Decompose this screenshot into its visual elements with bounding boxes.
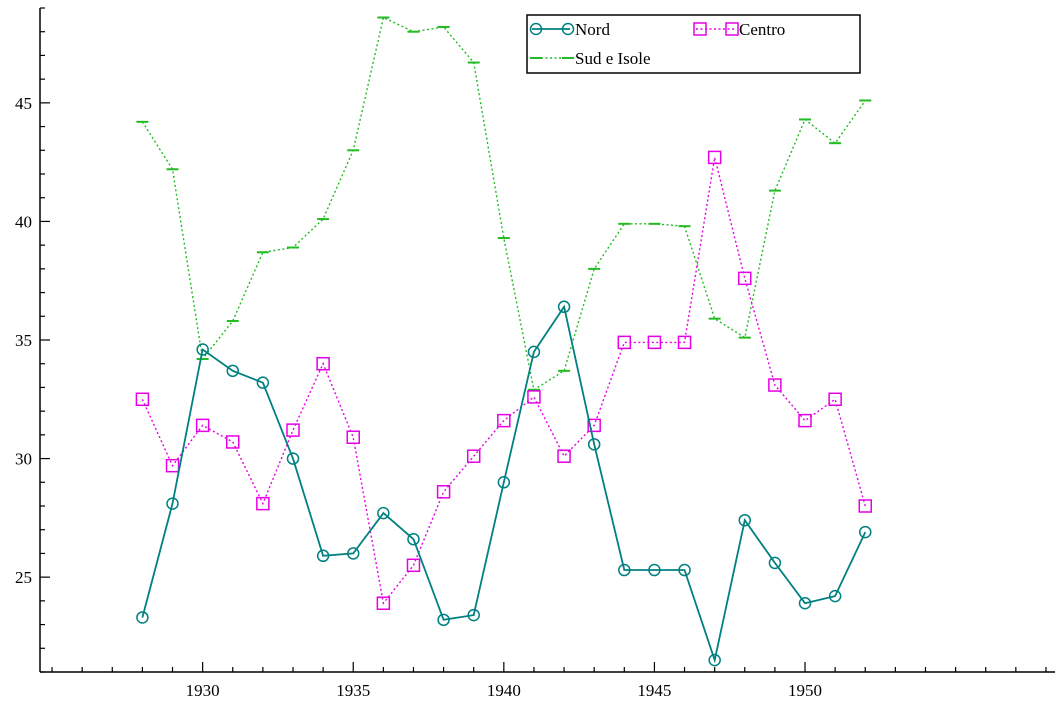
y-tick-label: 45 [15,94,32,113]
data-point-centro [677,335,692,350]
series-line-centro [141,157,866,605]
data-point-centro [165,458,180,473]
x-tick-label: 1950 [788,681,822,700]
data-point-nord [346,547,360,560]
data-point-nord [196,343,209,356]
data-point-centro [557,449,571,463]
data-point-nord [437,613,450,627]
data-point-centro [497,413,511,428]
data-point-nord [859,525,872,539]
data-point-centro [587,418,601,433]
data-point-centro [707,150,722,165]
data-point-nord [316,549,330,563]
legend-item-sud-e-isole: Sud e Isole [530,49,651,68]
series-line-nord [141,304,867,664]
data-point-nord [166,497,179,510]
data-point-nord [587,438,601,451]
legend: Nord Centro Sud e Isole [526,14,861,74]
data-point-nord [738,513,752,527]
data-point-centro [376,596,391,610]
axes [39,8,1055,673]
data-point-centro [768,378,782,392]
data-point-nord [226,364,240,378]
data-point-nord [678,563,691,577]
data-point-centro [406,558,421,573]
x-tick-label: 1945 [637,681,671,700]
data-point-nord [527,345,541,359]
data-point-centro [647,335,662,350]
data-point-centro [256,496,270,511]
data-point-nord [467,608,480,622]
data-point-centro [316,356,330,371]
data-point-centro [738,271,752,286]
data-point-nord [377,506,390,520]
legend-label: Centro [739,20,785,39]
legend-marker [725,22,739,36]
data-point-centro [527,390,541,404]
data-point-nord [286,452,300,465]
data-point-centro [436,485,451,499]
data-point-nord [798,596,812,610]
legend-marker [561,22,575,36]
legend-marker [693,22,707,36]
data-point-centro [858,499,873,513]
data-point-centro [226,435,240,449]
legend-item-centro: Centro [693,20,785,39]
series-centro [135,150,873,610]
data-point-nord [557,300,571,314]
data-point-nord [618,563,631,577]
data-point-centro [346,430,360,444]
x-tick-label: 1935 [336,681,370,700]
data-point-centro [798,413,812,428]
series-sud-e-isole [136,16,872,391]
data-point-nord [828,589,842,603]
legend-marker [529,22,543,36]
data-point-centro [195,418,210,433]
data-point-nord [497,476,511,489]
x-tick-label: 1940 [487,681,521,700]
data-point-centro [828,392,842,407]
data-point-centro [135,392,150,407]
data-point-centro [466,449,481,463]
data-point-centro [286,423,300,437]
y-tick-label: 35 [15,331,32,350]
y-tick-label: 30 [15,450,32,469]
data-point-nord [136,611,149,624]
x-ticks: 1930 1935 1940 1945 1950 [51,662,1047,700]
data-point-centro [617,335,632,350]
legend-label: Sud e Isole [575,49,651,68]
x-tick-label: 1930 [186,681,220,700]
series-layer [135,16,873,667]
data-point-nord [407,532,420,546]
data-point-nord [768,556,782,570]
data-point-nord [708,653,721,667]
series-nord [136,300,872,667]
legend-label: Nord [575,20,610,39]
y-ticks: 25 30 35 40 45 [15,7,50,673]
y-tick-label: 40 [15,212,32,231]
data-point-nord [256,376,270,389]
y-tick-label: 25 [15,568,32,587]
data-point-nord [648,563,661,577]
legend-item-nord: Nord [529,20,610,39]
